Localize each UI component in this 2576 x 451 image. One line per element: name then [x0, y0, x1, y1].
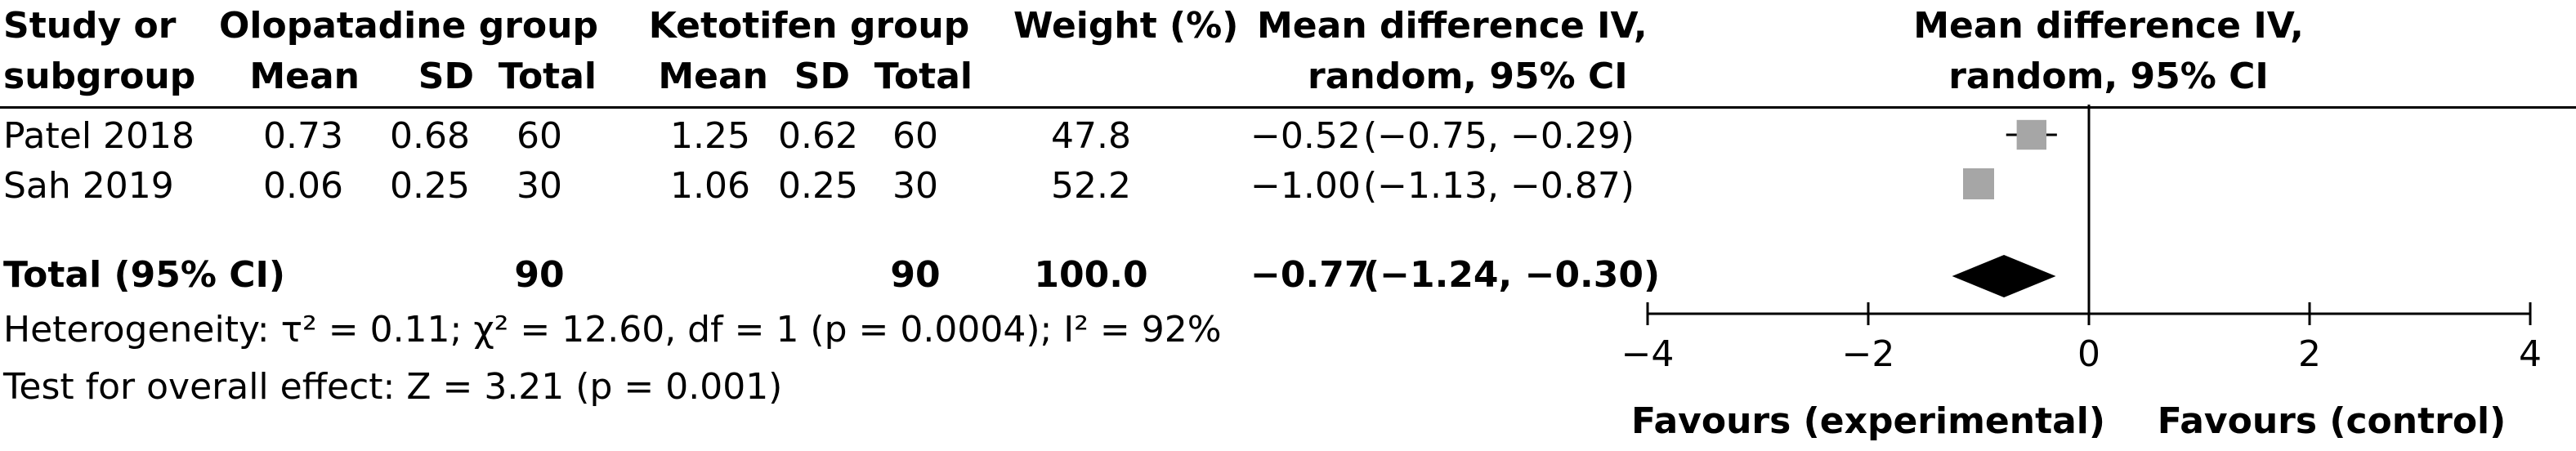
olopatadine-total: 60: [517, 115, 562, 157]
study-ci: (−0.75, −0.29): [1363, 115, 1635, 157]
total-label: Total (95% CI): [3, 254, 286, 296]
overall-effect-note: Test for overall effect: Z = 3.21 (p = 0…: [3, 366, 783, 408]
study-name: Patel 2018: [3, 115, 195, 157]
total-weight: 100.0: [1034, 254, 1148, 296]
x-tick-label: 0: [2077, 333, 2100, 375]
study-md: −0.52: [1250, 115, 1361, 157]
ketotifen-total-header: Total: [874, 56, 973, 97]
ketotifen-total: 60: [892, 115, 938, 157]
study-header-line2: subgroup: [3, 56, 196, 97]
md-header-line1: Mean difference IV,: [1257, 5, 1648, 47]
plot-header-line1: Mean difference IV,: [1913, 5, 2304, 47]
x-tick-label: 4: [2519, 333, 2542, 375]
forest-plot: −4 −2 0 2 4 Favours (experimental) Favours (co…: [1621, 105, 2542, 442]
study-header-line1: Study or: [3, 5, 177, 47]
study-ci: (−1.13, −0.87): [1363, 165, 1635, 207]
olopatadine-sd-header: SD: [418, 56, 474, 97]
favours-experimental-label: Favours (experimental): [1631, 400, 2105, 442]
olopatadine-mean-header: Mean: [249, 56, 360, 97]
x-tick-label: −4: [1621, 333, 1675, 375]
x-tick-label: −2: [1842, 333, 1895, 375]
pooled-effect-diamond: [1952, 255, 2056, 297]
ketotifen-total: 30: [892, 165, 938, 207]
study-weight: 47.8: [1051, 115, 1131, 157]
olopatadine-sd: 0.68: [390, 115, 470, 157]
ketotifen-sd: 0.62: [778, 115, 858, 157]
weight-header: Weight (%): [1013, 5, 1239, 47]
pooled-ci: (−1.24, −0.30): [1363, 254, 1661, 296]
olopatadine-mean: 0.73: [263, 115, 343, 157]
study-effect-marker: [1963, 168, 1994, 199]
md-header-line2: random, 95% CI: [1308, 56, 1628, 97]
ketotifen-sd: 0.25: [778, 165, 858, 207]
ketotifen-sd-header: SD: [794, 56, 850, 97]
study-effect-marker: [2016, 119, 2046, 150]
olopatadine-total-header: Total: [498, 56, 597, 97]
study-md: −1.00: [1250, 165, 1361, 207]
olopatadine-group-header: Olopatadine group: [219, 5, 598, 47]
olopatadine-mean: 0.06: [263, 165, 343, 207]
ketotifen-total-n: 90: [890, 254, 941, 296]
olopatadine-total: 30: [517, 165, 562, 207]
ketotifen-group-header: Ketotifen group: [648, 5, 970, 47]
olopatadine-sd: 0.25: [390, 165, 470, 207]
ketotifen-mean: 1.06: [670, 165, 750, 207]
olopatadine-total-n: 90: [514, 254, 565, 296]
x-tick-label: 2: [2298, 333, 2321, 375]
header-rule: [0, 106, 2576, 109]
heterogeneity-note: Heterogeneity: τ² = 0.11; χ² = 12.60, df…: [3, 309, 1222, 351]
plot-header-line2: random, 95% CI: [1948, 56, 2269, 97]
favours-control-label: Favours (control): [2158, 400, 2507, 442]
study-name: Sah 2019: [3, 165, 174, 207]
study-weight: 52.2: [1051, 165, 1131, 207]
ketotifen-mean-header: Mean: [658, 56, 768, 97]
pooled-md: −0.77: [1250, 254, 1370, 296]
ketotifen-mean: 1.25: [670, 115, 750, 157]
